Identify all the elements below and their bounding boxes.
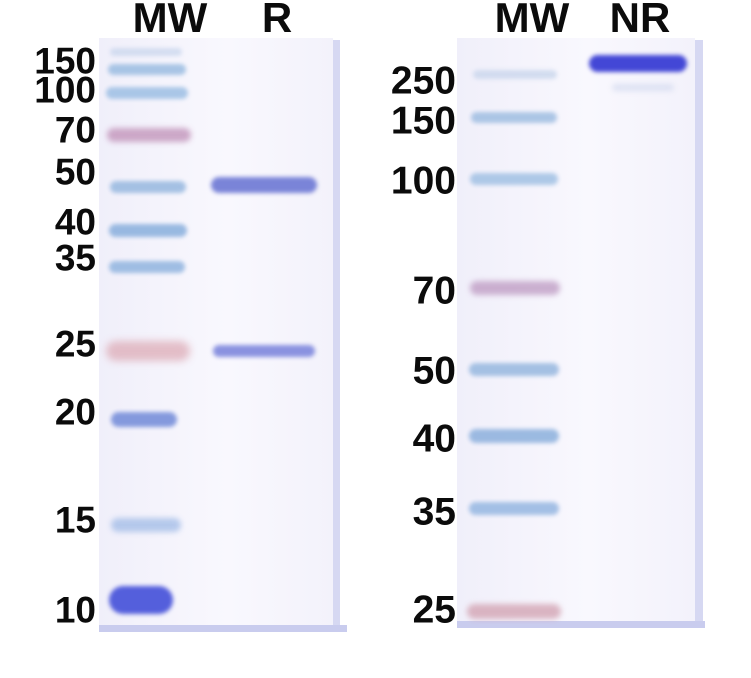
sample-band xyxy=(211,177,317,193)
gel-surface xyxy=(99,38,333,626)
mw-ladder-band xyxy=(106,341,190,361)
mw-label: 15 xyxy=(54,499,96,541)
mw-label: 25 xyxy=(412,588,456,632)
gel-right-edge xyxy=(333,40,340,630)
mw-label: 70 xyxy=(54,109,96,151)
mw-ladder-band xyxy=(109,223,187,237)
mw-ladder-band xyxy=(469,501,559,515)
mw-label: 70 xyxy=(412,269,456,313)
mw-label: 100 xyxy=(390,159,456,203)
mw-ladder-band xyxy=(109,586,173,614)
sample-band xyxy=(589,54,687,72)
mw-label: 250 xyxy=(390,59,456,103)
mw-label: 35 xyxy=(54,237,96,279)
gel-bottom-edge xyxy=(99,625,347,632)
mw-label: 50 xyxy=(54,151,96,193)
gel-surface xyxy=(457,38,695,623)
mw-label: 150 xyxy=(390,99,456,143)
mw-ladder-band xyxy=(467,603,561,619)
mw-label: 40 xyxy=(54,201,96,243)
mw-label: 100 xyxy=(34,69,96,111)
mw-ladder-band xyxy=(111,518,181,532)
mw-ladder-band xyxy=(470,281,560,295)
mw-ladder-band xyxy=(109,261,185,273)
lane-header: MW xyxy=(494,0,570,41)
mw-label: 10 xyxy=(54,589,96,631)
mw-ladder-band xyxy=(110,48,182,56)
lane-header: MW xyxy=(132,0,208,41)
mw-ladder-band xyxy=(110,181,186,193)
gel-right-edge xyxy=(695,40,703,627)
mw-ladder-band xyxy=(469,429,559,443)
mw-label: 150 xyxy=(34,40,96,82)
mw-label: 35 xyxy=(412,490,456,534)
mw-label: 25 xyxy=(54,323,96,365)
mw-ladder-band xyxy=(470,173,558,185)
mw-ladder-band xyxy=(473,69,557,79)
mw-label: 40 xyxy=(412,417,456,461)
sample-band xyxy=(213,345,315,357)
mw-ladder-band xyxy=(471,111,557,123)
gel-bottom-edge xyxy=(457,621,705,628)
mw-label: 20 xyxy=(54,391,96,433)
mw-label: 50 xyxy=(412,349,456,393)
mw-ladder-band xyxy=(107,128,191,142)
mw-ladder-band xyxy=(108,63,186,75)
sample-band xyxy=(612,83,674,91)
mw-ladder-band xyxy=(106,87,188,99)
lane-header: NR xyxy=(609,0,671,41)
mw-ladder-band xyxy=(111,411,177,427)
lane-header: R xyxy=(261,0,293,41)
mw-ladder-band xyxy=(469,362,559,376)
